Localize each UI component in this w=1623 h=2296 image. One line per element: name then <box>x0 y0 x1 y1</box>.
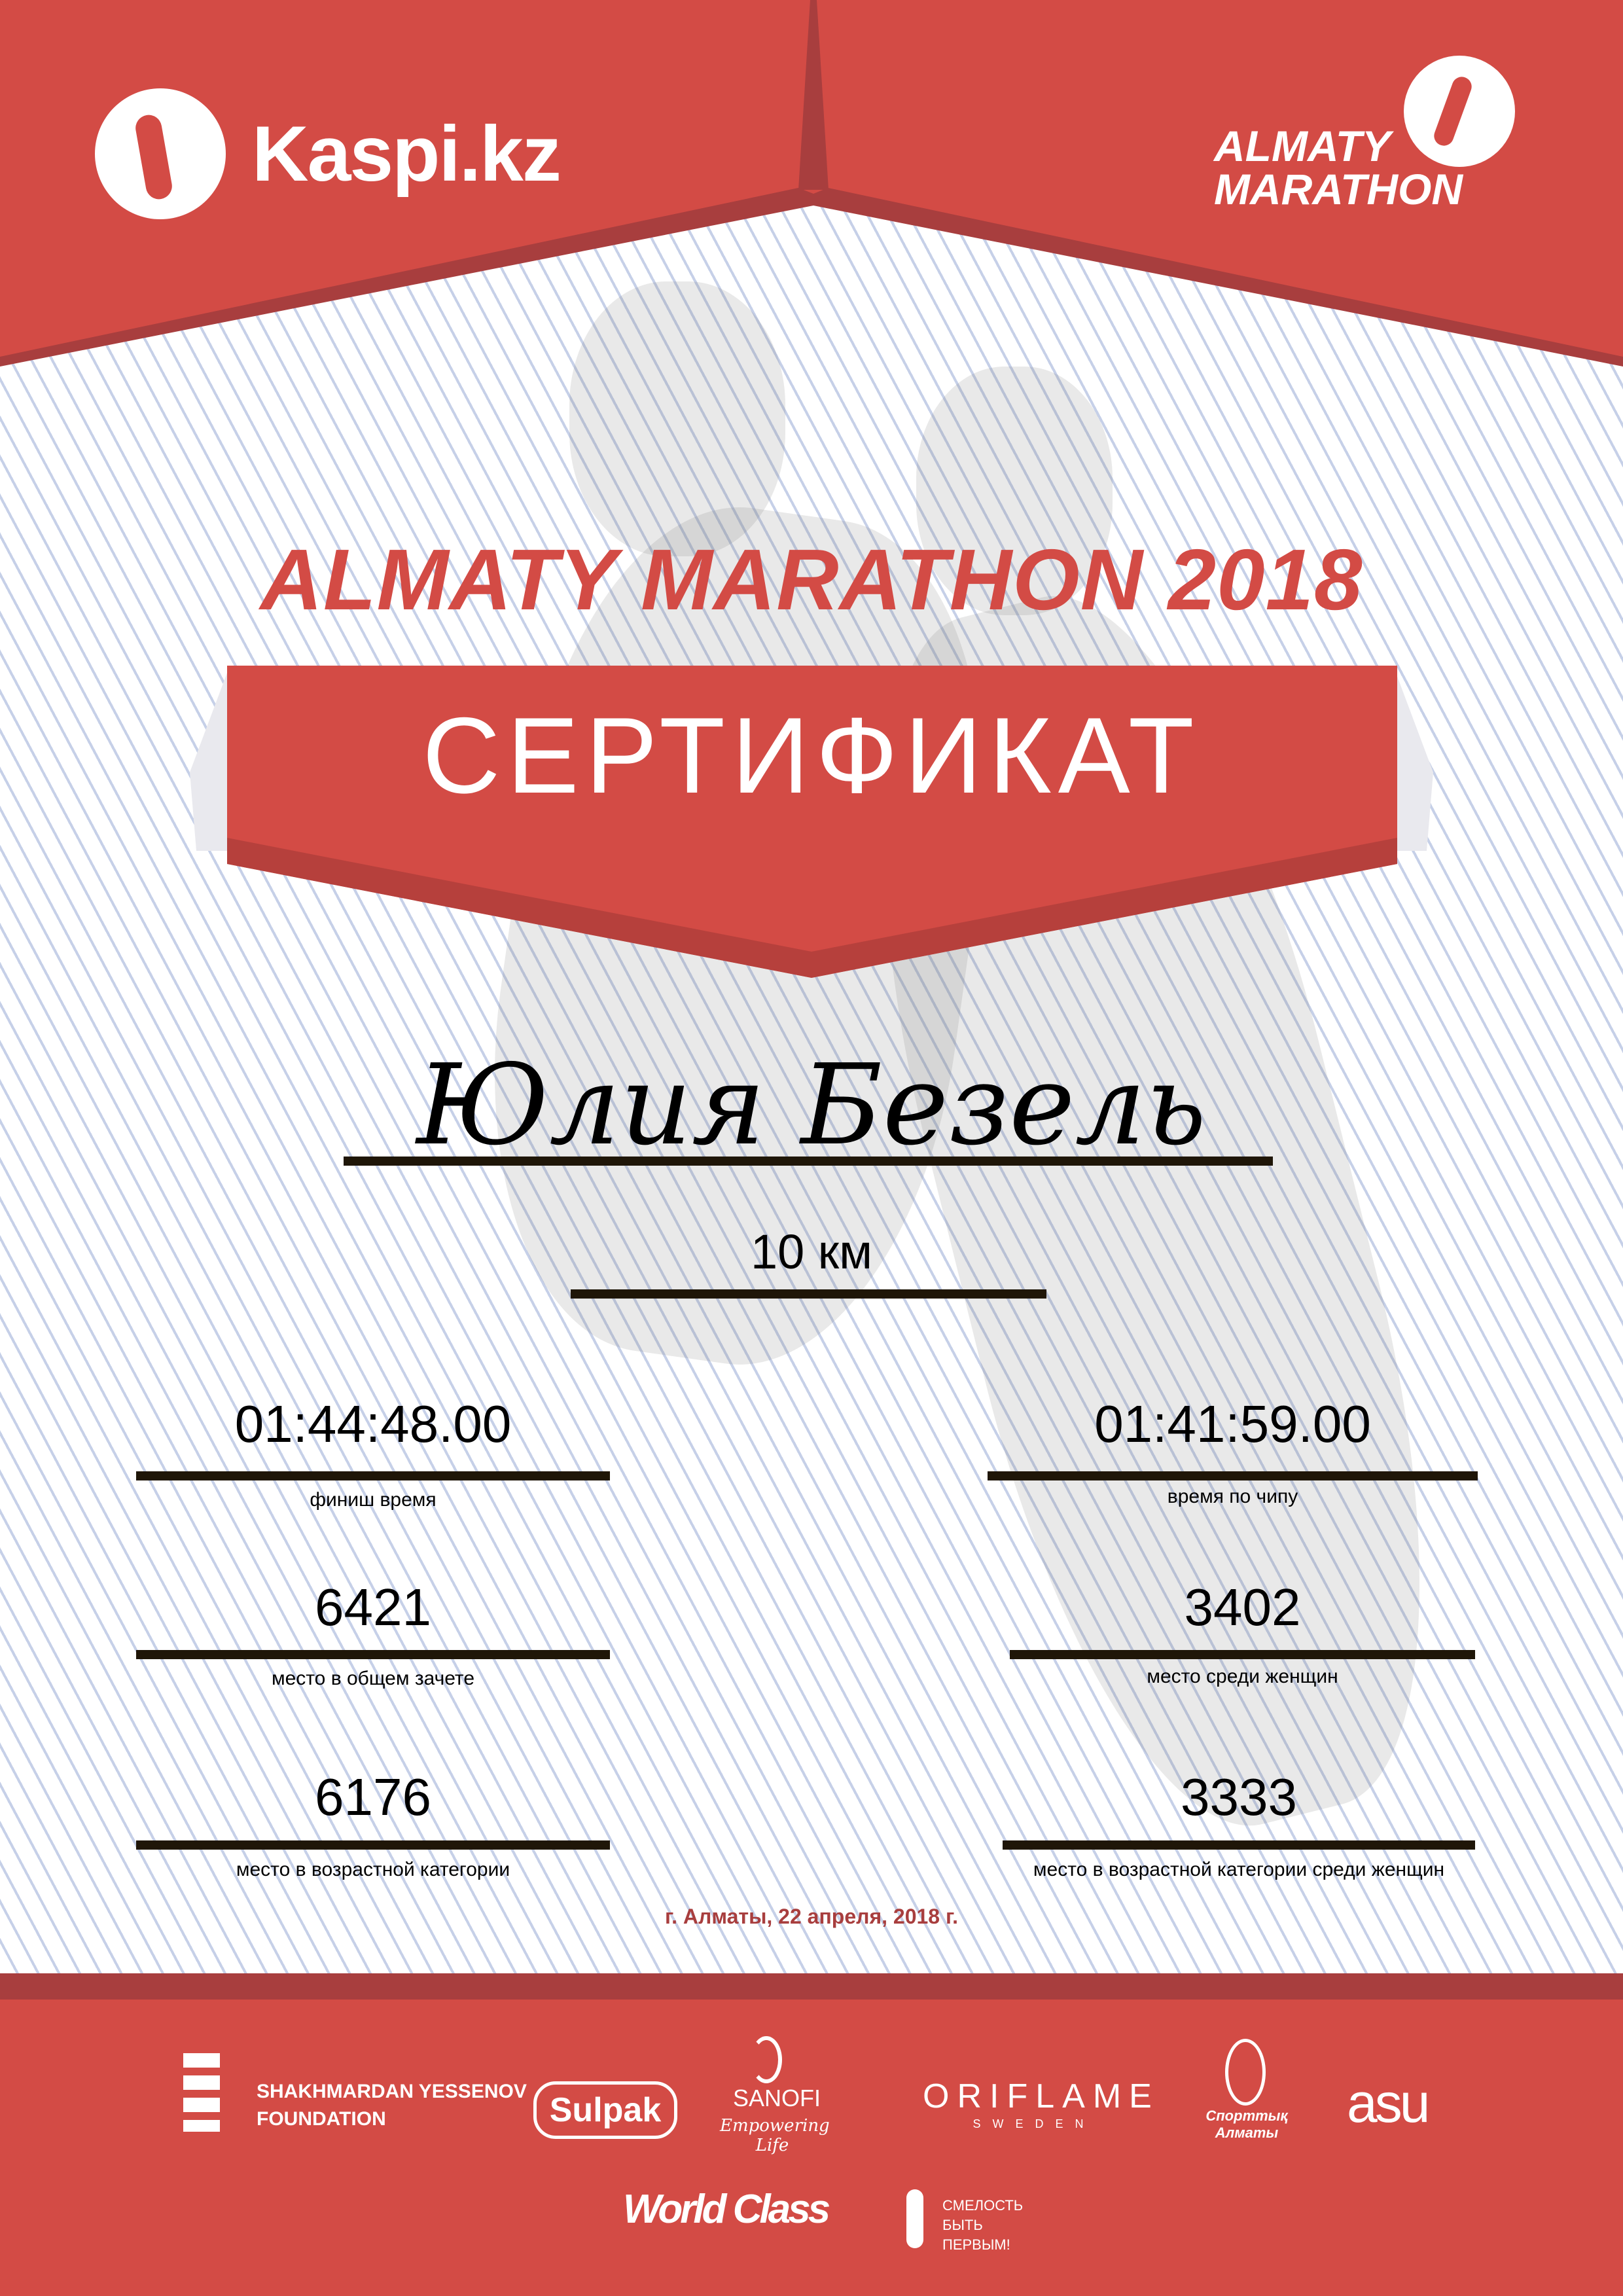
sanofi-tagline: Empowering Life <box>720 2116 830 2155</box>
oriflame-sub: SWEDEN <box>972 2117 1096 2130</box>
almaty-marathon-logo: ALMATY MARATHON <box>1214 56 1528 213</box>
sanofi-logo: SANOFI <box>733 2085 821 2111</box>
header-banner <box>0 0 1623 367</box>
age-women-place-value: 3333 <box>1181 1768 1297 1826</box>
sanofi-icon <box>751 2036 782 2083</box>
runner-photo-man <box>569 281 785 556</box>
age-place-value: 6176 <box>315 1768 431 1826</box>
finish-time-label: финиш время <box>310 1489 437 1511</box>
asu-logo: asu <box>1347 2072 1430 2134</box>
women-place-line <box>1010 1650 1475 1659</box>
overall-place-value: 6421 <box>315 1578 431 1636</box>
fund-logo: СМЕЛОСТЬ БЫТЬ ПЕРВЫМ! <box>942 2196 1023 2255</box>
date-location: г. Алматы, 22 апреля, 2018 г. <box>665 1905 958 1928</box>
name-underline <box>344 1157 1273 1166</box>
logo-line2: MARATHON <box>1214 165 1463 213</box>
yessenov-icon <box>183 2053 220 2132</box>
runner-photo-woman <box>916 367 1113 615</box>
fund-line3: ПЕРВЫМ! <box>942 2236 1010 2253</box>
sport-almaty-logo: Спорттық Алматы <box>1205 2108 1288 2141</box>
finish-time-line <box>136 1471 610 1480</box>
oriflame-logo: ORIFLAME <box>923 2077 1160 2115</box>
background-pattern <box>0 0 1623 1977</box>
logo-line1: ALMATY <box>1214 122 1391 170</box>
overall-place-label: место в общем зачете <box>271 1668 475 1689</box>
fund-line1: СМЕЛОСТЬ <box>942 2197 1024 2214</box>
kaspi-logo: Kaspi.kz <box>95 88 562 219</box>
sport-almaty-emblem-icon <box>1225 2039 1266 2106</box>
certificate-heading: СЕРТИФИКАТ <box>422 695 1201 816</box>
women-place-value: 3402 <box>1184 1578 1301 1636</box>
runner-icon <box>1404 56 1515 167</box>
women-place-label: место среди женщин <box>1147 1666 1338 1687</box>
overall-place-line <box>136 1650 610 1659</box>
kaspi-logo-text: Kaspi.kz <box>252 110 562 198</box>
chip-time-line <box>988 1471 1478 1480</box>
participant-name: Юлия Безель <box>416 1041 1207 1170</box>
age-women-place-label: место в возрастной категории среди женщи… <box>1033 1859 1445 1880</box>
chip-time-label: время по чипу <box>1167 1486 1298 1507</box>
distance-underline <box>571 1289 1046 1299</box>
kaspi-icon <box>95 88 226 219</box>
age-place-label: место в возрастной категории <box>236 1859 510 1880</box>
event-title: ALMATY MARATHON 2018 <box>260 531 1363 628</box>
fund-icon <box>906 2189 923 2248</box>
age-place-line <box>136 1840 610 1850</box>
fund-line2: БЫТЬ <box>942 2217 983 2233</box>
sponsors-footer: SHAKHMARDAN YESSENOV FOUNDATION Sulpak S… <box>0 2000 1623 2296</box>
certificate-ribbon <box>190 666 1433 978</box>
sulpak-logo: Sulpak <box>533 2081 677 2139</box>
age-women-place-line <box>1003 1840 1475 1850</box>
finish-time-value: 01:44:48.00 <box>234 1395 512 1453</box>
footer-band <box>0 1973 1623 2000</box>
worldclass-logo: World Class <box>623 2187 830 2232</box>
yessenov-line2: FOUNDATION <box>257 2108 386 2130</box>
chip-time-value: 01:41:59.00 <box>1094 1395 1371 1453</box>
distance: 10 км <box>750 1225 873 1279</box>
yessenov-line1: SHAKHMARDAN YESSENOV <box>257 2081 527 2102</box>
yessenov-logo: SHAKHMARDAN YESSENOV FOUNDATION <box>257 2078 527 2133</box>
